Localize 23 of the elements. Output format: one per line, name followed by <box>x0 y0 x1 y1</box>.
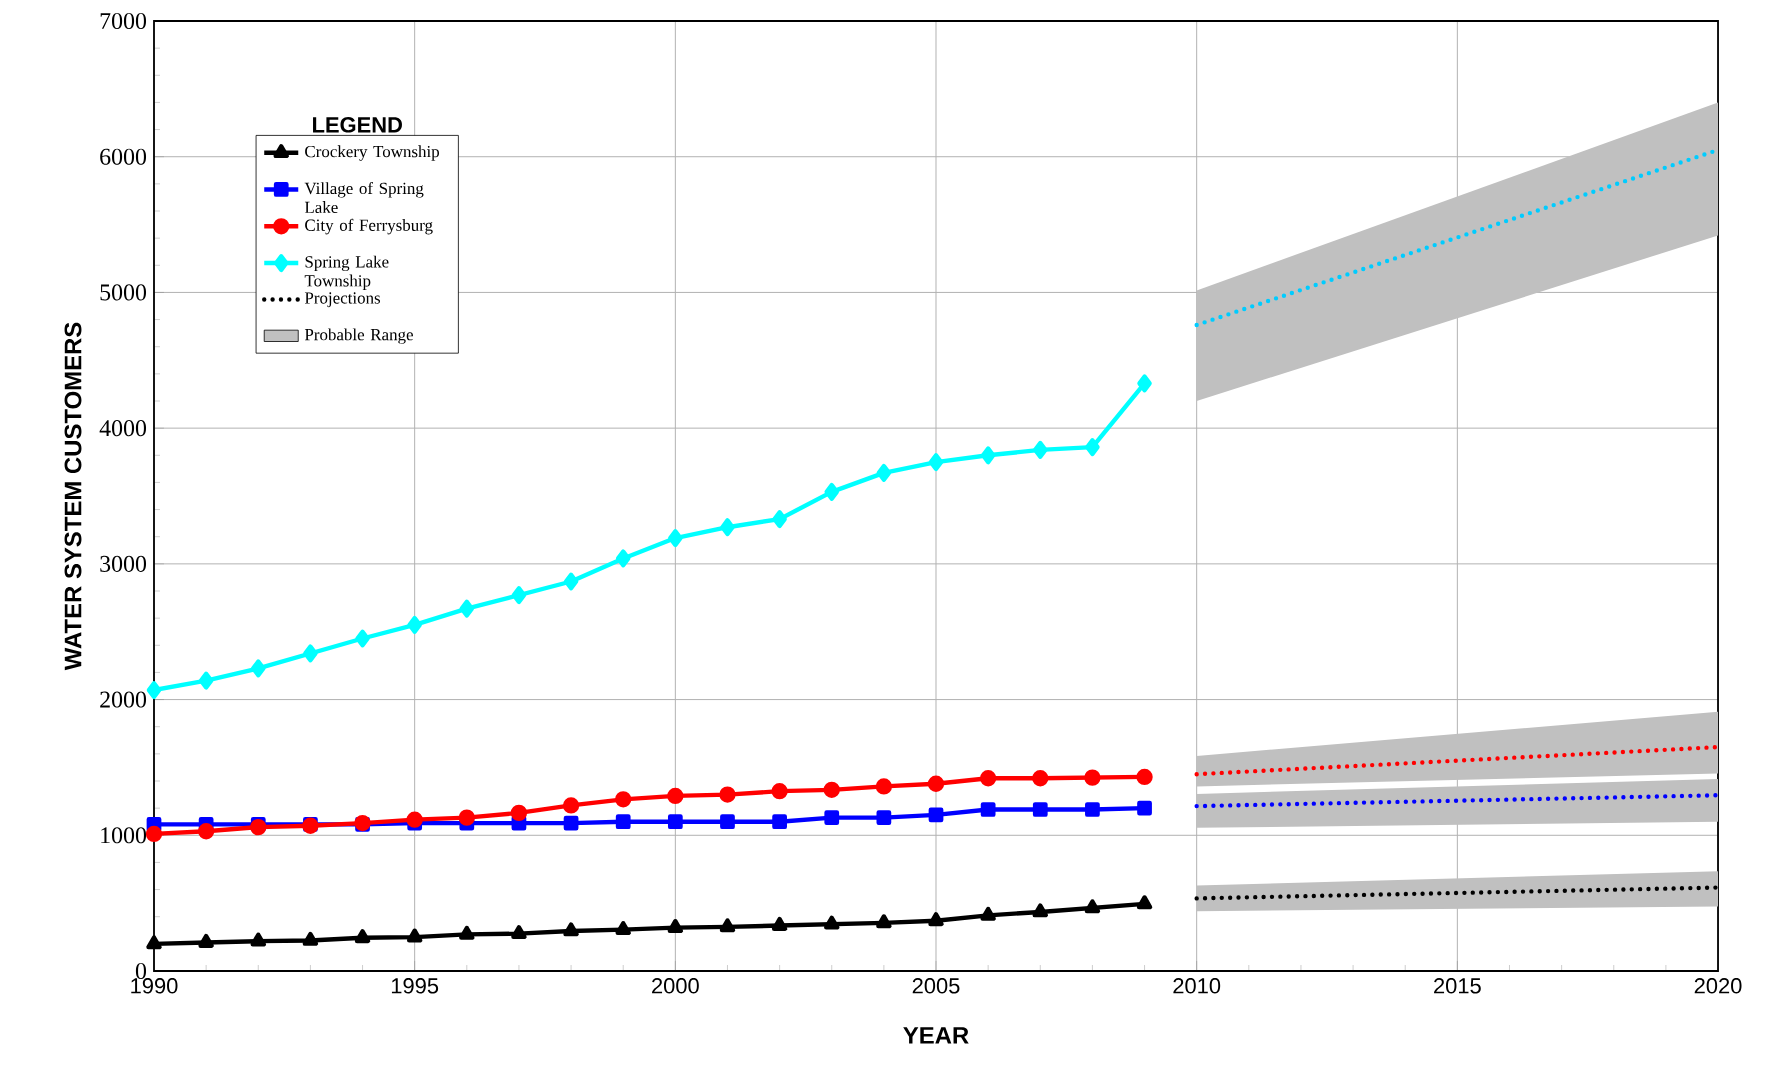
legend-label: Probable Range <box>304 328 413 344</box>
x-tick-label: 1995 <box>391 978 439 994</box>
legend-label: City of Ferrysburg <box>305 218 433 235</box>
legend-label: Projections <box>304 292 381 308</box>
x-tick-label: 2000 <box>652 978 699 994</box>
y-tick-label: 5000 <box>100 284 147 301</box>
legend-label: Village of Spring Lake <box>304 182 424 214</box>
y-tick-label: 7000 <box>100 12 147 30</box>
y-tick-label: 4000 <box>99 420 147 437</box>
legend-label: Crockery Township <box>305 145 440 161</box>
y-axis-title: WATER SYSTEM CUSTOMERS <box>64 322 82 671</box>
legend-label: Spring Lake Township <box>304 255 389 290</box>
y-tick-label: 2000 <box>100 691 147 708</box>
legend-title: LEGEND <box>313 117 402 133</box>
x-tick-label: 1990 <box>131 978 178 994</box>
x-tick-label: 2005 <box>912 978 960 994</box>
x-tick-label: 2015 <box>1434 978 1481 994</box>
x-axis-title: YEAR <box>903 1027 969 1044</box>
y-tick-label: 3000 <box>100 555 147 572</box>
y-tick-label: 6000 <box>100 148 147 165</box>
x-tick-label: 2020 <box>1694 978 1742 994</box>
y-tick-label: 1000 <box>101 827 147 844</box>
x-tick-label: 2010 <box>1173 978 1221 994</box>
